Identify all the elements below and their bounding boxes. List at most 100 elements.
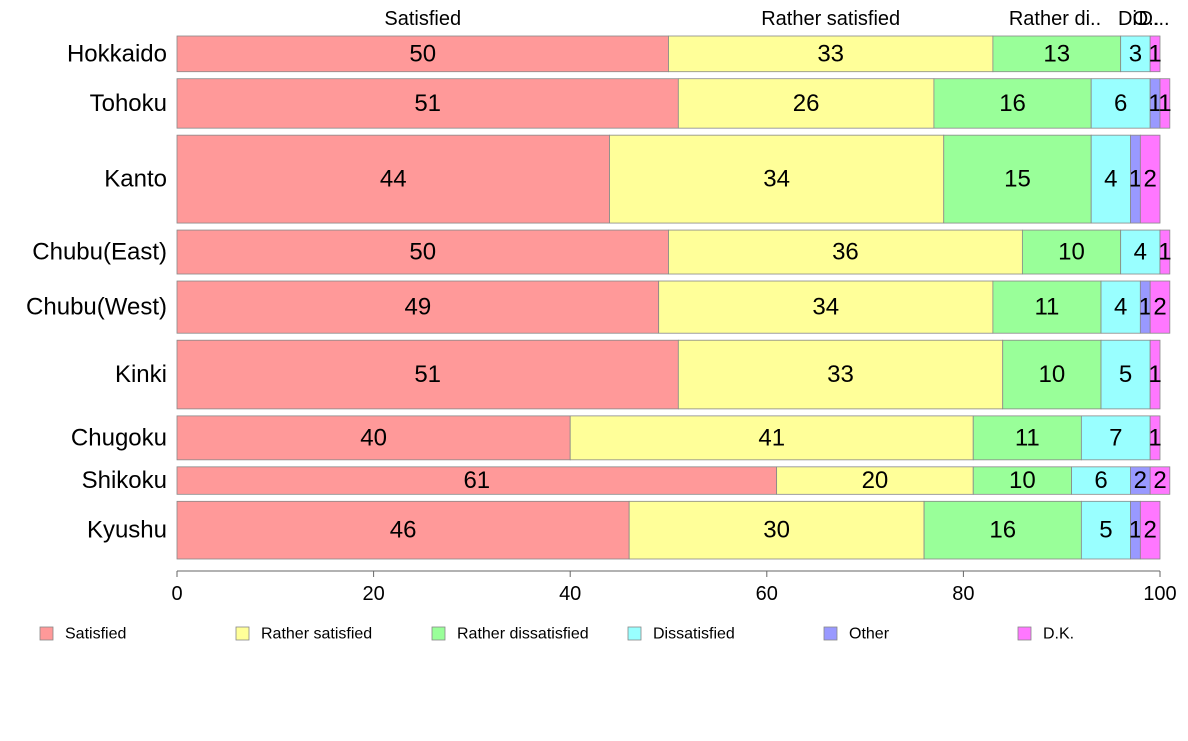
bar-segment-kinki-rather-dissatisfied [1002, 339, 1102, 410]
bar-segment-kinki-d-k [1149, 339, 1161, 410]
series-top-label-2: Rather di.. [1009, 8, 1101, 30]
data-label-kyushu-rather-dissatisfied: 16 [989, 517, 1016, 544]
data-label-tohoku-rather-dissatisfied: 16 [999, 90, 1026, 117]
data-label-chubu-east-dissatisfied: 4 [1134, 239, 1147, 266]
bar-segment-kinki-rather-satisfied [677, 339, 1004, 410]
bar-segment-kanto-rather-satisfied [609, 134, 945, 224]
series-top-label-5: D... [1138, 8, 1169, 30]
data-label-shikoku-dissatisfied: 6 [1094, 467, 1107, 494]
bar-segment-shikoku-d-k [1149, 466, 1171, 495]
x-tick-label-0: 0 [171, 583, 182, 605]
x-tick-label-40: 40 [559, 583, 581, 605]
bar-segment-chubu-west-rather-satisfied [658, 280, 994, 334]
series-top-label-3: Di.. [1118, 8, 1148, 30]
category-label-kinki: Kinki [115, 361, 167, 388]
data-label-hokkaido-dissatisfied: 3 [1129, 40, 1142, 67]
data-label-kinki-satisfied: 51 [414, 361, 441, 388]
bar-segment-shikoku-dissatisfied [1071, 466, 1131, 495]
category-label-tohoku: Tohoku [90, 90, 167, 117]
data-label-chugoku-dissatisfied: 7 [1109, 424, 1122, 451]
data-label-kyushu-satisfied: 46 [390, 517, 417, 544]
bar-segment-kanto-d-k [1139, 134, 1161, 224]
bar-segment-chubu-east-d-k [1159, 229, 1171, 275]
data-label-chubu-east-d-k: 1 [1158, 239, 1171, 266]
bar-segment-tohoku-satisfied [176, 78, 679, 129]
legend-label-d-k: D.K. [1043, 626, 1074, 643]
data-label-kyushu-d-k: 2 [1143, 517, 1156, 544]
bar-segment-chubu-east-satisfied [176, 229, 669, 275]
data-label-kanto-dissatisfied: 4 [1104, 166, 1117, 193]
legend-swatch-satisfied [39, 626, 54, 641]
data-label-chubu-east-rather-dissatisfied: 10 [1058, 239, 1085, 266]
data-label-kinki-d-k: 1 [1148, 361, 1161, 388]
data-label-kinki-rather-satisfied: 33 [827, 361, 854, 388]
bar-segment-tohoku-rather-dissatisfied [933, 78, 1092, 129]
category-label-kyushu: Kyushu [87, 517, 167, 544]
data-label-shikoku-rather-dissatisfied: 10 [1009, 467, 1036, 494]
data-label-hokkaido-rather-satisfied: 33 [817, 40, 844, 67]
bar-segment-chubu-east-dissatisfied [1120, 229, 1161, 275]
data-label-chubu-east-rather-satisfied: 36 [832, 239, 859, 266]
legend-label-other: Other [849, 626, 890, 643]
bar-segment-hokkaido-rather-satisfied [668, 35, 994, 73]
data-label-kanto-d-k: 2 [1143, 166, 1156, 193]
data-label-tohoku-other: 1 [1148, 90, 1161, 117]
data-label-hokkaido-satisfied: 50 [409, 40, 436, 67]
category-label-shikoku: Shikoku [82, 467, 167, 494]
data-label-shikoku-other: 2 [1134, 467, 1147, 494]
data-label-kyushu-dissatisfied: 5 [1099, 517, 1112, 544]
bar-segment-chubu-east-rather-satisfied [668, 229, 1023, 275]
category-label-chugoku: Chugoku [71, 424, 167, 451]
bar-segment-tohoku-d-k [1159, 78, 1171, 129]
bar-segment-hokkaido-d-k [1149, 35, 1161, 73]
data-label-chugoku-rather-satisfied: 41 [758, 424, 785, 451]
bar-segment-kanto-rather-dissatisfied [943, 134, 1092, 224]
bar-segment-kyushu-rather-dissatisfied [923, 500, 1082, 560]
x-tick-label-60: 60 [756, 583, 778, 605]
data-label-kyushu-rather-satisfied: 30 [763, 517, 790, 544]
bar-segment-chugoku-d-k [1149, 415, 1161, 461]
data-label-chubu-west-d-k: 2 [1153, 294, 1166, 321]
bar-segment-kyushu-d-k [1139, 500, 1161, 560]
bar-segment-chugoku-rather-satisfied [569, 415, 974, 461]
bar-segment-hokkaido-satisfied [176, 35, 669, 73]
bar-segment-shikoku-rather-dissatisfied [972, 466, 1072, 495]
data-label-tohoku-d-k: 1 [1158, 90, 1171, 117]
data-label-chubu-west-rather-dissatisfied: 11 [1034, 294, 1059, 321]
data-label-chubu-west-other: 1 [1139, 294, 1152, 321]
bar-segment-chugoku-rather-dissatisfied [972, 415, 1082, 461]
legend-swatch-d-k [1017, 626, 1032, 641]
data-label-kanto-other: 1 [1129, 166, 1142, 193]
bar-segment-kanto-dissatisfied [1090, 134, 1131, 224]
legend-swatch-other [823, 626, 838, 641]
bar-segment-kinki-satisfied [176, 339, 679, 410]
data-label-shikoku-rather-satisfied: 20 [862, 467, 889, 494]
bar-segment-chubu-east-rather-dissatisfied [1021, 229, 1122, 275]
category-label-hokkaido: Hokkaido [67, 40, 167, 67]
data-label-kanto-rather-dissatisfied: 15 [1004, 166, 1031, 193]
data-label-kanto-satisfied: 44 [380, 166, 407, 193]
data-label-chugoku-d-k: 1 [1148, 424, 1161, 451]
data-label-hokkaido-rather-dissatisfied: 13 [1043, 40, 1070, 67]
legend-label-satisfied: Satisfied [65, 626, 126, 643]
x-tick-label-20: 20 [362, 583, 384, 605]
bar-segment-chugoku-satisfied [176, 415, 571, 461]
legend-swatch-dissatisfied [627, 626, 642, 641]
data-label-chubu-west-rather-satisfied: 34 [812, 294, 839, 321]
data-label-shikoku-d-k: 2 [1153, 467, 1166, 494]
series-top-label-4: O.. [1133, 8, 1160, 30]
bar-segment-tohoku-dissatisfied [1090, 78, 1151, 129]
data-label-kyushu-other: 1 [1129, 517, 1142, 544]
legend-label-rather-satisfied: Rather satisfied [261, 626, 372, 643]
data-label-hokkaido-d-k: 1 [1148, 40, 1161, 67]
legend-swatch-rather-dissatisfied [431, 626, 446, 641]
bar-segment-kyushu-dissatisfied [1080, 500, 1131, 560]
series-top-label-1: Rather satisfied [761, 8, 900, 30]
bar-segment-kinki-dissatisfied [1100, 339, 1151, 410]
series-top-label-0: Satisfied [384, 8, 461, 30]
data-label-tohoku-dissatisfied: 6 [1114, 90, 1127, 117]
data-label-tohoku-rather-satisfied: 26 [793, 90, 820, 117]
bar-segment-hokkaido-rather-dissatisfied [992, 35, 1122, 73]
